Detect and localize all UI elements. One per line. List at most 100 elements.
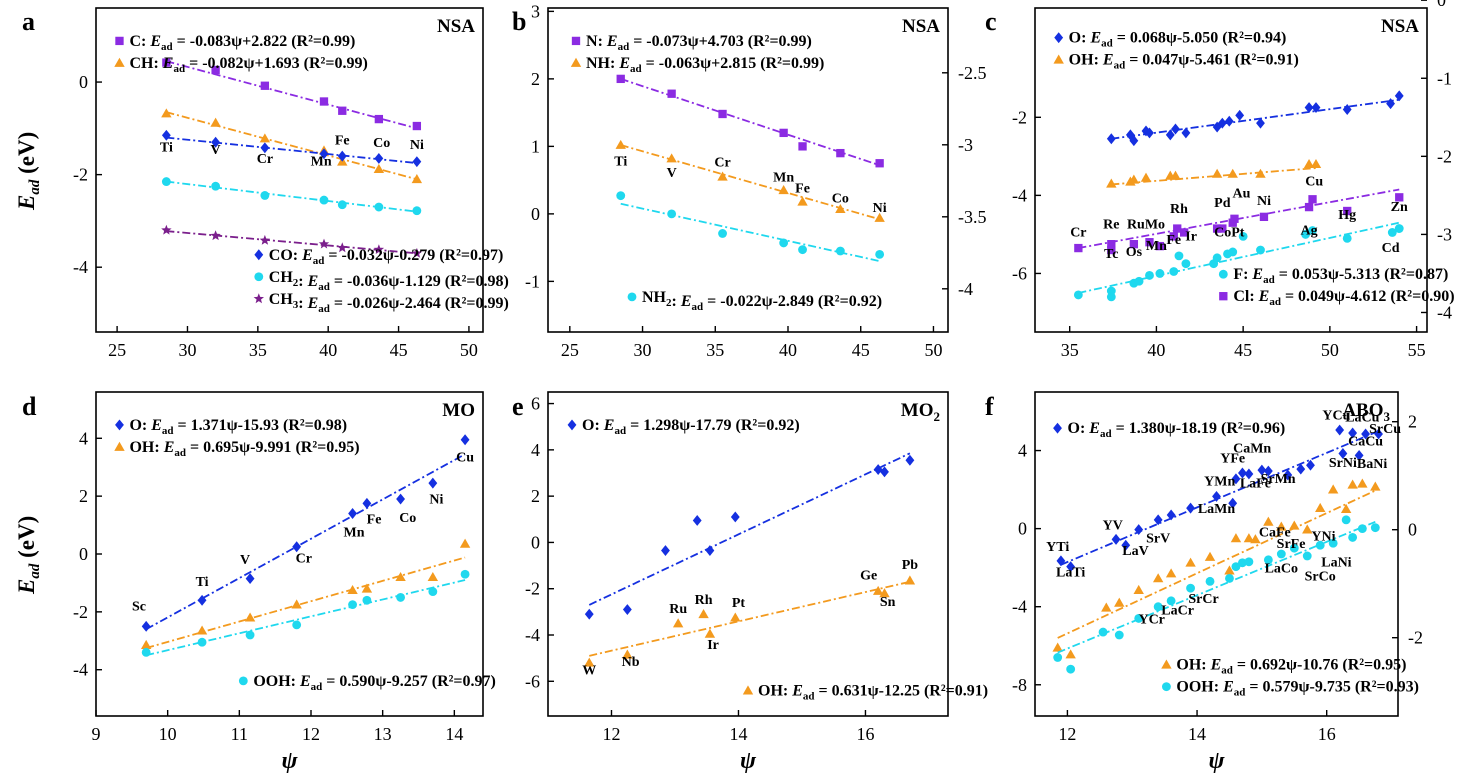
data-point bbox=[161, 224, 172, 235]
data-point bbox=[797, 196, 808, 206]
x-tick-label: 12 bbox=[1058, 724, 1076, 744]
series-O bbox=[141, 434, 470, 632]
point-label: YFe bbox=[1220, 451, 1245, 466]
legend-label: C: Ead = -0.083ψ+2.822 (R²=0.99) bbox=[129, 33, 355, 53]
point-label: Fe bbox=[1166, 233, 1181, 248]
y-tick-label: 4 bbox=[531, 440, 540, 460]
data-point bbox=[1238, 231, 1248, 241]
legend-label: OOH: Ead = 0.590ψ-9.257 (R²=0.97) bbox=[253, 673, 496, 693]
data-point bbox=[616, 74, 625, 84]
data-point bbox=[875, 159, 884, 168]
point-label: Cd bbox=[1382, 241, 1400, 256]
data-point bbox=[396, 493, 406, 505]
fit-line bbox=[145, 579, 466, 657]
data-point bbox=[1394, 224, 1404, 233]
point-label: Cr bbox=[714, 156, 730, 171]
y-tick-label: 3 bbox=[531, 1, 540, 21]
y-tick-label: 6 bbox=[531, 394, 540, 414]
legend-marker bbox=[114, 441, 125, 451]
data-point bbox=[1169, 232, 1178, 241]
data-point bbox=[162, 58, 171, 67]
legend-label: O: Ead = 1.371ψ-15.93 (R²=0.98) bbox=[129, 417, 347, 437]
legend-marker bbox=[1218, 269, 1228, 279]
legend-label: NH: Ead = -0.063ψ+2.815 (R²=0.99) bbox=[586, 55, 824, 75]
point-label: YTi bbox=[1046, 540, 1069, 555]
right-y-tick-label: 0 bbox=[1437, 0, 1446, 10]
legend-marker bbox=[742, 685, 754, 695]
series-OH bbox=[140, 538, 471, 650]
data-point bbox=[1244, 468, 1254, 480]
panel-tag: ABO3 bbox=[1342, 400, 1390, 424]
data-point bbox=[1370, 481, 1381, 491]
data-point bbox=[718, 229, 727, 238]
data-point bbox=[1357, 478, 1368, 488]
x-tick-label: 35 bbox=[706, 340, 724, 360]
data-point bbox=[1101, 602, 1112, 612]
data-point bbox=[459, 538, 471, 548]
data-point bbox=[692, 514, 702, 526]
data-point bbox=[1153, 602, 1163, 612]
x-tick-label: 30 bbox=[178, 340, 196, 360]
data-point bbox=[1065, 649, 1076, 659]
y-tick-label: -8 bbox=[1012, 675, 1027, 695]
y-tick-label: 0 bbox=[531, 532, 540, 552]
right-y-tick-label: 2 bbox=[1408, 412, 1417, 432]
data-point bbox=[292, 620, 302, 630]
data-point bbox=[1140, 172, 1152, 182]
data-point bbox=[904, 575, 916, 585]
data-point bbox=[1256, 117, 1265, 129]
data-point bbox=[1225, 573, 1234, 583]
legend-label: O: Ead = 1.298ψ-17.79 (R²=0.92) bbox=[582, 417, 800, 437]
series-Cl bbox=[1074, 188, 1404, 255]
point-label: LaV bbox=[1122, 544, 1148, 559]
data-point bbox=[337, 242, 348, 253]
data-point bbox=[779, 128, 788, 138]
point-label: SrCo bbox=[1305, 569, 1336, 584]
data-point bbox=[1243, 533, 1255, 543]
data-point bbox=[1227, 168, 1238, 178]
point-label: Cr bbox=[257, 152, 273, 167]
series-NH bbox=[615, 139, 885, 222]
data-point bbox=[704, 628, 716, 638]
series-O bbox=[1056, 424, 1383, 573]
data-point bbox=[1134, 524, 1144, 536]
data-point bbox=[1212, 490, 1221, 502]
y-tick-label: -4 bbox=[1012, 185, 1027, 205]
point-label: Hg bbox=[1338, 208, 1356, 223]
legend-label: CH: Ead = -0.082ψ+1.693 (R²=0.99) bbox=[129, 55, 367, 75]
legend-label: OH: Ead = 0.692ψ-10.76 (R²=0.95) bbox=[1176, 657, 1406, 677]
data-point bbox=[1263, 465, 1273, 477]
data-point bbox=[1306, 459, 1315, 471]
panel-b: 25 30 35 40 45 50 3 2 1 0 -1 -2.5 -3 -3.5 -4 b NSA Ti V Cr M… bbox=[512, 1, 987, 360]
data-point bbox=[1211, 168, 1223, 178]
data-point bbox=[1276, 549, 1286, 559]
legend-marker bbox=[627, 292, 637, 302]
y-tick-label: 1 bbox=[531, 136, 540, 156]
data-point bbox=[161, 108, 172, 118]
fit-line bbox=[1057, 520, 1376, 654]
point-label: Au bbox=[1232, 186, 1250, 201]
data-point bbox=[779, 238, 789, 248]
fit-line bbox=[589, 580, 911, 657]
data-point bbox=[875, 249, 885, 259]
data-point bbox=[1174, 251, 1184, 261]
data-point bbox=[1212, 224, 1222, 233]
x-tick-label: 45 bbox=[390, 340, 408, 360]
series-OH bbox=[1052, 478, 1381, 659]
data-point bbox=[1394, 90, 1404, 102]
data-point bbox=[1053, 653, 1063, 662]
y-tick-label: -2 bbox=[525, 579, 540, 599]
panel-letter: f bbox=[985, 392, 994, 421]
data-point bbox=[319, 195, 329, 205]
legend-label: CO: Ead = -0.032ψ-0.279 (R²=0.97) bbox=[269, 247, 504, 267]
data-point bbox=[622, 604, 632, 616]
data-point bbox=[730, 612, 741, 622]
x-axis-label: ψ bbox=[740, 748, 757, 774]
legend-marker bbox=[570, 57, 582, 67]
data-point bbox=[1340, 503, 1352, 514]
series-CH2 bbox=[161, 177, 422, 216]
data-point bbox=[1204, 551, 1216, 561]
fit-line bbox=[620, 144, 880, 221]
x-tick-label: 45 bbox=[852, 340, 870, 360]
